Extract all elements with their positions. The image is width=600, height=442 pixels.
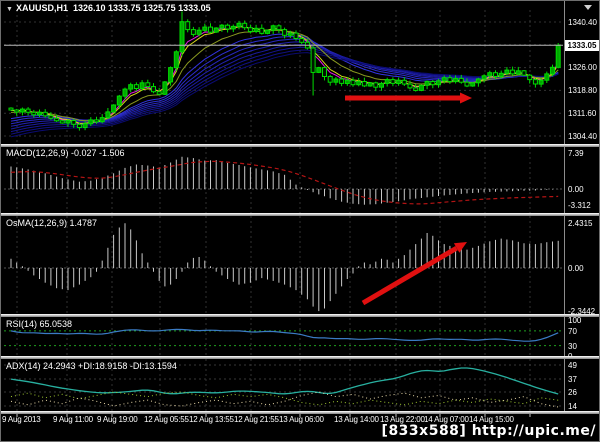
price-axis-label: 0.00 xyxy=(568,185,584,194)
watermark: [833x588] http://upic.me/ xyxy=(381,423,596,439)
rsi-panel xyxy=(10,328,559,342)
panel-separator[interactable] xyxy=(1,411,599,414)
macd-panel xyxy=(10,156,559,205)
time-axis-label: 9 Aug 2013 xyxy=(2,415,41,424)
price-axis-label: 70 xyxy=(568,327,577,336)
price-axis-label: 7.39 xyxy=(568,149,584,158)
price-axis-border xyxy=(564,1,565,414)
adx-label: ADX(14) 24.2943 +DI:18.9158 -DI:13.1594 xyxy=(6,361,177,371)
time-axis-label: 9 Aug 11:00 xyxy=(53,415,93,424)
price-axis-label: 1318.80 xyxy=(568,86,597,95)
price-axis-label: 100 xyxy=(568,316,582,325)
price-axis-label: 30 xyxy=(568,342,577,351)
chart-title: ▼ XAUUSD,H1 1326.10 1333.75 1325.75 1333.… xyxy=(6,3,211,13)
price-axis-label: 49 xyxy=(568,361,577,370)
time-ticks xyxy=(16,414,531,417)
price-axis-label: 1304.40 xyxy=(568,132,597,141)
time-axis-label: 13 Aug 06:00 xyxy=(279,415,324,424)
main-price-panel xyxy=(4,11,563,138)
time-axis-label: 12 Aug 21:55 xyxy=(234,415,279,424)
annotation-arrow-head xyxy=(460,92,472,104)
price-axis-label: 1311.60 xyxy=(568,109,597,118)
ohlc-readout: 1326.10 1333.75 1325.75 1333.05 xyxy=(72,3,211,13)
panel-separator[interactable] xyxy=(1,356,599,359)
osma-label: OsMA(12,26,9) 1.4787 xyxy=(6,218,98,228)
panel-separator[interactable] xyxy=(1,213,599,216)
rsi-line xyxy=(10,328,559,342)
adx-main-line xyxy=(10,367,559,395)
time-axis-label: 12 Aug 13:55 xyxy=(189,415,234,424)
time-axis-label: 13 Aug 22:00 xyxy=(380,415,425,424)
annotation-arrow xyxy=(361,245,458,306)
panel-separator[interactable] xyxy=(1,314,599,317)
adx-panel xyxy=(10,367,559,408)
time-axis-label: 9 Aug 19:00 xyxy=(97,415,138,424)
rsi-label: RSI(14) 65.0538 xyxy=(6,319,73,329)
price-axis-label: 0.00 xyxy=(568,264,584,273)
macd-label: MACD(12,26,9) -0.027 -1.506 xyxy=(6,148,125,158)
price-axis-label: 1340.40 xyxy=(568,18,597,27)
time-axis-label: 12 Aug 05:55 xyxy=(144,415,189,424)
scroll-end-marker-icon xyxy=(584,5,592,10)
symbol-timeframe: XAUUSD,H1 xyxy=(15,3,68,13)
time-axis-label: 14 Aug 07:00 xyxy=(424,415,469,424)
price-axis-label: -3.312 xyxy=(568,201,591,210)
price-axis-label: -2.3442 xyxy=(568,307,596,316)
olive-ma xyxy=(10,29,559,122)
magenta-ma xyxy=(10,25,559,125)
price-axis-label: 37 xyxy=(568,375,577,384)
price-axis-label: 14 xyxy=(568,402,577,411)
price-axis-label: 26 xyxy=(568,388,577,397)
macd-signal-line xyxy=(10,160,559,205)
osma-panel xyxy=(10,223,559,312)
grid-layer xyxy=(4,10,563,411)
time-axis-label: 14 Aug 15:00 xyxy=(469,415,514,424)
symbol-dropdown-icon[interactable]: ▼ xyxy=(6,6,13,13)
annotation-arrow-head xyxy=(453,242,467,253)
price-axis-label: 2.4315 xyxy=(568,219,593,228)
time-axis-label: 13 Aug 14:00 xyxy=(334,415,379,424)
yellow-ma xyxy=(10,26,559,124)
price-axis-label: 1326.00 xyxy=(568,63,597,72)
current-price-box: 1333.05 xyxy=(565,40,599,51)
panel-separator[interactable] xyxy=(1,144,599,147)
